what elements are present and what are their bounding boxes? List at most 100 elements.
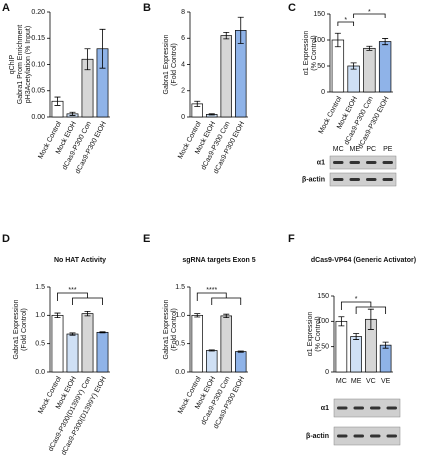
error-bar (367, 308, 374, 330)
blot-band (366, 161, 377, 164)
significance-label: **** (206, 287, 217, 294)
y-tick-label: 0.5 (175, 341, 185, 348)
error-bar (338, 316, 345, 327)
y-tick-label: 0.20 (31, 9, 45, 16)
blot-row-label: β-actin (306, 433, 329, 440)
significance-bracket (353, 13, 386, 18)
panel-letter: C (288, 2, 296, 14)
error-bar (353, 333, 360, 340)
y-axis-label: α1 Expression (303, 31, 310, 76)
y-axis-label: (% Control) (311, 35, 318, 70)
blot-band (382, 178, 393, 181)
x-tick-label: VC (366, 378, 376, 385)
error-bar (237, 16, 244, 44)
y-tick-label: 2 (181, 88, 185, 95)
significance-label: * (368, 9, 371, 16)
y-tick-label: 0.0 (35, 369, 45, 376)
blot-band (386, 406, 397, 410)
error-bar (223, 313, 230, 318)
error-bar (223, 31, 230, 40)
bar (235, 351, 247, 373)
significance-bracket (337, 21, 355, 26)
y-axis-label: pH3Acetylation (% Input) (25, 26, 32, 103)
blot-band (386, 434, 397, 438)
y-tick-label: 0.00 (31, 114, 45, 121)
blot-lane-label: PC (366, 146, 376, 153)
x-tick-label: ME (351, 378, 362, 385)
bar (350, 336, 362, 373)
blot-row-label: α1 (317, 159, 325, 166)
blot-row (329, 155, 397, 170)
error-bar (69, 111, 76, 116)
error-bar (366, 45, 373, 51)
panel-title: dCas9-VP64 (Generic Activator) (311, 257, 416, 264)
blot-lane-label: PE (383, 146, 393, 153)
y-axis-label: Gabra1 Prom Enrichment (17, 25, 24, 104)
bar (191, 314, 203, 373)
error-bar (54, 312, 61, 318)
blot-lane-label: MC (333, 146, 344, 153)
y-tick-label: 100 (313, 37, 325, 44)
bar (51, 314, 64, 373)
bar (206, 350, 218, 373)
blot-band (353, 406, 364, 410)
y-tick-label: 1.0 (35, 312, 45, 319)
error-bar (208, 113, 215, 116)
panel-letter: A (2, 2, 10, 14)
bar (331, 39, 345, 93)
y-tick-label: 0 (181, 114, 185, 121)
bar (220, 35, 232, 118)
blot-band (337, 406, 348, 410)
blot-row-label: β-actin (302, 176, 325, 183)
y-axis-label: α1 Expression (307, 312, 314, 357)
y-tick-label: 0.10 (31, 61, 45, 68)
error-bar (208, 349, 215, 352)
y-tick-label: 0.05 (31, 88, 45, 95)
significance-label: * (355, 296, 358, 303)
error-bar (334, 32, 341, 48)
error-bar (194, 313, 201, 318)
bar (81, 313, 94, 373)
y-axis-label: (% Control) (315, 316, 322, 351)
y-axis-label: qChIP (9, 54, 16, 74)
blot-lane-label: ME (350, 146, 361, 153)
y-tick-label: 150 (317, 293, 329, 300)
significance-bracket (340, 301, 387, 314)
error-bar (84, 48, 91, 71)
panel-title: No HAT Activity (54, 257, 106, 264)
error-bar (237, 350, 244, 353)
significance-label: * (344, 17, 347, 24)
y-tick-label: 100 (317, 318, 329, 325)
y-axis-label: Gabra1 Expression (13, 299, 20, 359)
blot-row (333, 426, 401, 446)
blot-band (333, 178, 344, 181)
y-tick-label: 1.5 (35, 284, 45, 291)
blot-band (349, 161, 360, 164)
bar (347, 65, 360, 93)
bar (66, 333, 79, 373)
y-tick-label: 0.5 (35, 341, 45, 348)
blot-band (337, 434, 348, 438)
blot-row-label: α1 (321, 405, 329, 412)
y-tick-label: 50 (321, 344, 329, 351)
x-tick-label: dCas9-P300 EtOH (357, 96, 390, 150)
significance-bracket (57, 292, 103, 305)
blot-band (333, 161, 344, 164)
blot-band (370, 434, 381, 438)
blot-row (333, 398, 401, 418)
y-tick-label: 1.5 (175, 284, 185, 291)
blot-band (349, 178, 360, 181)
error-bar (382, 341, 389, 349)
error-bar (84, 310, 91, 317)
error-bar (99, 331, 106, 334)
error-bar (69, 332, 76, 336)
error-bar (99, 28, 106, 69)
panel-letter: D (2, 233, 10, 245)
y-tick-label: 0 (325, 369, 329, 376)
y-tick-label: 8 (181, 9, 185, 16)
bar (220, 315, 232, 373)
panel-letter: F (288, 233, 295, 245)
y-tick-label: 0.0 (175, 369, 185, 376)
x-tick-label: MC (336, 378, 347, 385)
y-tick-label: 0 (321, 89, 325, 96)
